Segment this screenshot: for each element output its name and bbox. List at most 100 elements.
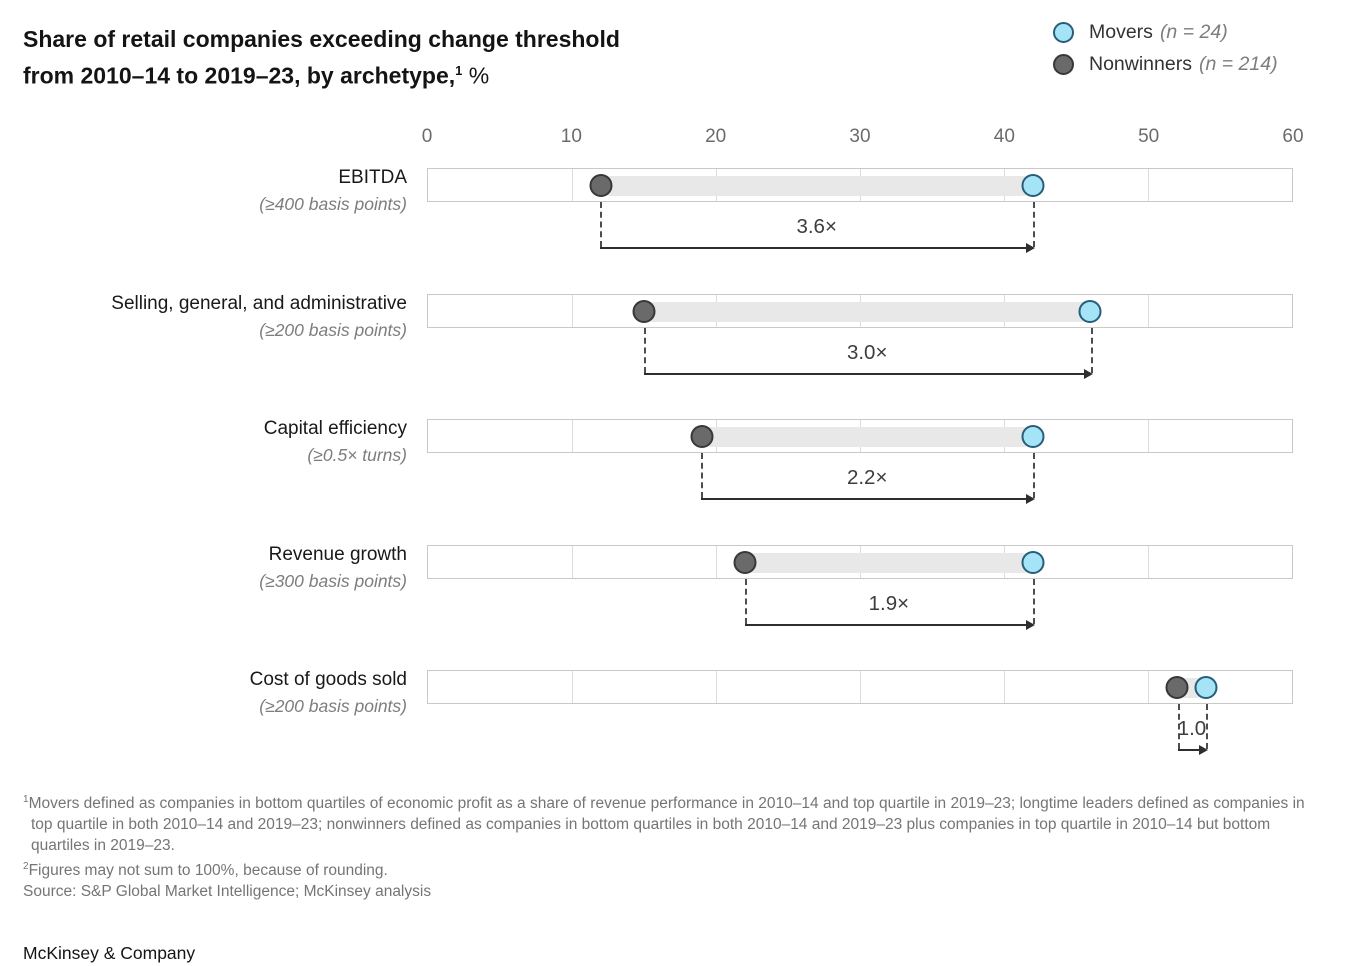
legend-count-nonwinners: (n = 214) — [1198, 53, 1278, 75]
annotation-arrow — [1177, 745, 1209, 755]
legend-label-movers: Movers — [1089, 21, 1153, 43]
row-track — [427, 168, 1293, 202]
chart-row-4: Revenue growth (≥300 basis points) 1.9× — [0, 542, 1346, 671]
footnote-1-marker: 1 — [23, 794, 29, 805]
chart-title-line2: from 2010–14 to 2019–23, by archetype,1 … — [23, 55, 620, 92]
annotation-arrow — [600, 243, 1036, 253]
plot-rows: EBITDA (≥400 basis points) 3.6× Selling, ge… — [0, 165, 1346, 796]
row-label-sub: (≥200 basis points) — [259, 696, 407, 716]
axis-tick-40: 40 — [993, 126, 1015, 147]
chart-row-1: EBITDA (≥400 basis points) 3.6× — [0, 165, 1346, 294]
title-unit: % — [462, 62, 490, 89]
annotation-dash-right — [1090, 327, 1093, 373]
legend-count-movers: (n = 24) — [1159, 21, 1228, 43]
title-footnote-marker: 1 — [455, 63, 463, 78]
multiplier-label: 1.0 — [1177, 717, 1207, 740]
axis-tick-10: 10 — [560, 126, 582, 147]
legend-item-movers: Movers (n = 24) — [1053, 21, 1278, 44]
row-label-sub: (≥200 basis points) — [259, 319, 407, 340]
chart-title: Share of retail companies exceeding chan… — [23, 24, 620, 92]
annotation-dash-right — [1033, 578, 1036, 624]
footnote-1-text: Movers defined as companies in bottom qu… — [28, 795, 1305, 855]
axis-tick-0: 0 — [421, 126, 433, 147]
row-label-main: Revenue growth — [268, 543, 407, 565]
nonwinners-dot — [632, 299, 656, 323]
chart-row-5: Cost of goods sold (≥200 basis points) 1.0 — [0, 667, 1346, 796]
gridline — [1148, 169, 1149, 201]
range-bar — [701, 427, 1033, 447]
row-label: EBITDA (≥400 basis points) — [0, 165, 407, 217]
annotation-dash-left — [643, 327, 646, 373]
footnote-2-text: Figures may not sum to 100%, because of … — [28, 862, 388, 880]
row-label-sub: (≥400 basis points) — [259, 194, 407, 214]
gridline — [571, 420, 573, 452]
range-bar — [600, 176, 1033, 196]
annotation-dash-right — [1206, 704, 1209, 749]
multiplier-label: 1.9× — [868, 591, 910, 615]
legend-label-nonwinners: Nonwinners — [1089, 53, 1192, 75]
axis-tick-60: 60 — [1282, 126, 1304, 147]
axis-tick-20: 20 — [705, 126, 727, 147]
movers-dot — [1021, 425, 1045, 448]
annotation-dash-left — [1177, 704, 1180, 749]
mckinsey-company-wordmark: McKinsey & Company — [23, 943, 196, 963]
annotation-arrow — [643, 368, 1094, 379]
row-track — [427, 293, 1293, 328]
gridline — [715, 545, 717, 578]
gridline — [571, 545, 573, 578]
multiplier-label: 2.2× — [846, 466, 888, 489]
gridline — [571, 169, 573, 201]
chart-row-2: Selling, general, and administrative (≥20… — [0, 291, 1346, 420]
gridline — [1003, 671, 1005, 703]
movers-dot — [1021, 550, 1045, 574]
legend-swatch-nonwinners-icon — [1053, 54, 1074, 75]
chart-title-line2-text: from 2010–14 to 2019–23, by archetype, — [23, 62, 456, 89]
annotation-dash-left — [600, 202, 603, 247]
annotation-dash-right — [1033, 202, 1036, 247]
row-label-sub: (≥0.5× turns) — [307, 445, 407, 465]
range-bar — [744, 552, 1033, 573]
gridline — [715, 671, 717, 703]
nonwinners-dot — [1165, 676, 1189, 699]
annotation-dash-left — [744, 578, 747, 624]
row-track — [427, 419, 1293, 453]
annotation-dash-right — [1033, 453, 1036, 498]
source-line: Source: S&P Global Market Intelligence; … — [23, 883, 432, 901]
row-label-main: Selling, general, and administrative — [111, 292, 407, 314]
chart-title-line1: Share of retail companies exceeding chan… — [23, 26, 620, 52]
legend-item-nonwinners: Nonwinners (n = 214) — [1053, 53, 1278, 76]
movers-dot — [1194, 676, 1218, 699]
row-label: Cost of goods sold (≥200 basis points) — [0, 667, 407, 719]
row-label: Revenue growth (≥300 basis points) — [0, 542, 407, 594]
row-label-main: Cost of goods sold — [249, 669, 407, 690]
gridline — [860, 671, 861, 703]
nonwinners-dot — [733, 550, 757, 574]
row-label: Capital efficiency (≥0.5× turns) — [0, 416, 407, 468]
legend-swatch-movers-icon — [1053, 22, 1074, 43]
gridline — [571, 671, 573, 703]
gridline — [571, 294, 573, 327]
axis-tick-50: 50 — [1138, 126, 1160, 147]
footnotes: 1Movers defined as companies in bottom q… — [23, 789, 1330, 902]
annotation-arrow — [744, 619, 1035, 630]
row-label-sub: (≥300 basis points) — [259, 570, 407, 591]
multiplier-label: 3.6× — [796, 215, 837, 238]
range-bar — [644, 301, 1091, 322]
row-track — [427, 670, 1293, 704]
gridline — [1148, 671, 1149, 703]
movers-dot — [1078, 299, 1102, 323]
nonwinners-dot — [589, 174, 613, 197]
footnote-2-marker: 2 — [23, 861, 29, 873]
row-label-main: Capital efficiency — [263, 418, 407, 439]
multiplier-label: 3.0× — [846, 340, 888, 364]
gridline — [1148, 545, 1149, 578]
row-label: Selling, general, and administrative (≥20… — [0, 291, 407, 343]
x-axis: 0 10 20 30 40 50 60 — [422, 126, 1304, 152]
footnote-1: 1Movers defined as companies in bottom q… — [23, 789, 1330, 856]
footnote-2: 2Figures may not sum to 100%, because of… — [23, 856, 1330, 881]
row-track — [427, 544, 1293, 579]
row-label-main: EBITDA — [338, 167, 407, 188]
chart-row-3: Capital efficiency (≥0.5× turns) 2.2× — [0, 416, 1346, 545]
nonwinners-dot — [690, 425, 714, 448]
